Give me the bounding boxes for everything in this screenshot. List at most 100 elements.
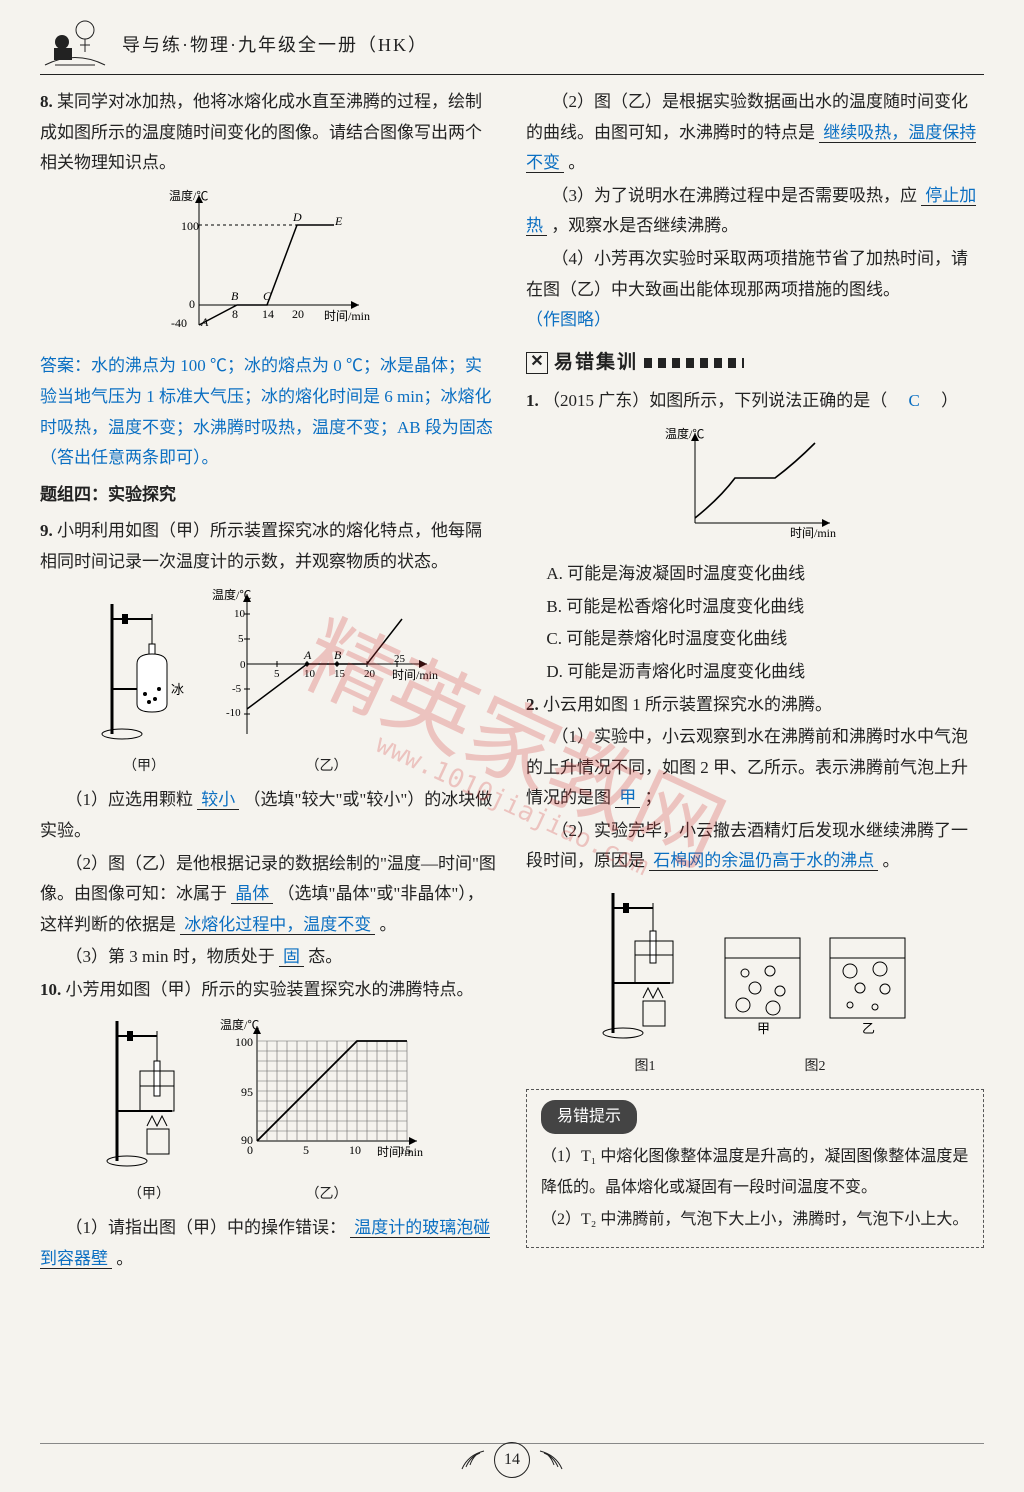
q9-p2c: 。 <box>380 915 397 934</box>
svg-text:5: 5 <box>238 633 244 645</box>
e2-fig1-label: 图1 <box>595 1054 695 1079</box>
e2-p2: （2）实验完毕，小云撤去酒精灯后发现水继续沸腾了一段时间，原因是 石棉网的余温仍… <box>526 816 984 877</box>
e2-p1: （1）实验中，小云观察到水在沸腾前和沸腾时水中气泡的上升情况不同，如图 2 甲、… <box>526 722 984 814</box>
logo-icon <box>40 20 110 70</box>
q10-stem: 10. 小芳用如图（甲）所示的实验装置探究水的沸腾特点。 <box>40 975 498 1006</box>
svg-text:100: 100 <box>235 1035 253 1049</box>
svg-text:0: 0 <box>189 297 195 311</box>
svg-text:时间/min: 时间/min <box>790 526 836 540</box>
q10-chart-label: （乙） <box>217 1182 437 1207</box>
ycjx-title: 易错集训 <box>554 346 638 380</box>
svg-text:A: A <box>303 648 312 662</box>
laurel-right-icon <box>538 1449 566 1471</box>
svg-text:20: 20 <box>292 307 304 321</box>
q8-text: 某同学对冰加热，他将冰熔化成水直至沸腾的过程，绘制成如图所示的温度随时间变化的图… <box>40 92 482 172</box>
e1-stem: 1. （2015 广东）如图所示，下列说法正确的是（ C ） <box>526 386 984 417</box>
svg-text:25: 25 <box>394 653 406 665</box>
svg-text:10: 10 <box>304 668 316 680</box>
svg-text:B: B <box>231 289 239 303</box>
page-number: 14 <box>458 1442 566 1478</box>
svg-text:A: A <box>200 315 209 329</box>
q9-p3: （3）第 3 min 时，物质处于 固 态。 <box>40 942 498 973</box>
q10-p2: （2）图（乙）是根据实验数据画出水的温度随时间变化的曲线。由图可知，水沸腾时的特… <box>526 87 984 179</box>
svg-text:10: 10 <box>234 608 246 620</box>
tips-box: 易错提示 （1）T₁ 中熔化图像整体温度是升高的，凝固图像整体温度是降低的。晶体… <box>526 1089 984 1249</box>
q9-chart: 温度/℃ 时间/min 10 5 0 -5 -10 5 10 15 20 25 <box>212 584 442 744</box>
e2-stem: 2. 小云用如图 1 所示装置探究水的沸腾。 <box>526 690 984 721</box>
e2-p1b: ； <box>645 788 662 807</box>
e1-optD: D. 可能是沥青熔化时温度变化曲线 <box>546 657 984 688</box>
q10-p3b: ，观察水是否继续沸腾。 <box>551 216 738 235</box>
error-training-header: ✕ 易错集训 <box>526 346 984 380</box>
q10-p4t: （4）小芳再次实验时采取两项措施节省了加热时间，请在图（乙）中大致画出能体现那两… <box>526 249 968 299</box>
q10-chart: 温度/℃ 时间/min 100 95 90 0 5 10 15 <box>217 1011 437 1171</box>
q10-p4-note: （作图略） <box>526 310 611 329</box>
q8-num: 8. <box>40 92 53 111</box>
q8-stem: 8. 某同学对冰加热，他将冰熔化成水直至沸腾的过程，绘制成如图所示的温度随时间变… <box>40 87 498 179</box>
e1-optA: A. 可能是海波凝固时温度变化曲线 <box>546 559 984 590</box>
q8-answer-text: 水的沸点为 100 ℃；冰的熔点为 0 ℃；冰是晶体；实验当地气压为 1 标准大… <box>40 356 493 467</box>
q10-p1: （1）请指出图（甲）中的操作错误： 温度计的玻璃泡碰到容器壁 。 <box>40 1213 498 1274</box>
svg-text:时间/min: 时间/min <box>324 309 370 323</box>
e1-optB: B. 可能是松香熔化时温度变化曲线 <box>546 592 984 623</box>
header-title: 导与练·物理·九年级全一册（HK） <box>122 29 428 61</box>
q9-p1-blank: 较小 <box>197 790 239 810</box>
svg-text:15: 15 <box>334 668 346 680</box>
svg-text:甲: 甲 <box>757 1021 770 1036</box>
e2-text: 小云用如图 1 所示装置探究水的沸腾。 <box>543 695 832 714</box>
q9-p1a: （1）应选用颗粒 <box>66 790 198 809</box>
q9-apparatus-icon: 冰 <box>97 594 192 744</box>
svg-text:10: 10 <box>349 1143 361 1157</box>
q9-apparatus-label: （甲） <box>97 754 192 779</box>
svg-text:14: 14 <box>262 307 274 321</box>
q9-p2-blank: 晶体 <box>231 884 273 904</box>
svg-text:0: 0 <box>240 659 246 671</box>
e2-p1a: （1）实验中，小云观察到水在沸腾前和沸腾时水中气泡的上升情况不同，如图 2 甲、… <box>526 727 968 807</box>
tips-l1: （1）T₁ 中熔化图像整体温度是升高的，凝固图像整体温度是降低的。晶体熔化或凝固… <box>541 1142 969 1203</box>
svg-text:B: B <box>334 648 342 662</box>
q9-p2: （2）图（乙）是他根据记录的数据绘制的"温度—时间"图像。由图像可知：冰属于 晶… <box>40 849 498 941</box>
e1-chart: 温度/℃ 时间/min <box>526 423 984 554</box>
laurel-left-icon <box>458 1449 486 1471</box>
svg-text:乙: 乙 <box>862 1021 875 1036</box>
svg-text:0: 0 <box>247 1143 253 1157</box>
e2-p2b: 。 <box>883 851 900 870</box>
q9-text: 小明利用如图（甲）所示装置探究冰的熔化特点，他每隔相同时间记录一次温度计的示数，… <box>40 521 482 571</box>
q9-num: 9. <box>40 521 53 540</box>
q10-p1b: 。 <box>116 1249 133 1268</box>
svg-text:E: E <box>334 214 343 228</box>
q10-p1a: （1）请指出图（甲）中的操作错误： <box>66 1218 347 1237</box>
q8-answer: 答案：水的沸点为 100 ℃；冰的熔点为 0 ℃；冰是晶体；实验当地气压为 1 … <box>40 351 498 473</box>
page-number-value: 14 <box>494 1442 530 1478</box>
svg-text:温度/℃: 温度/℃ <box>220 1017 259 1032</box>
q10-p3: （3）为了说明水在沸腾过程中是否需要吸热，应 停止加热 ，观察水是否继续沸腾。 <box>526 181 984 242</box>
svg-text:温度/℃: 温度/℃ <box>212 587 251 602</box>
q8-chart: 温度/℃ 时间/min 100 0 -40 8 14 20 A B C D E <box>40 185 498 346</box>
q9-p1: （1）应选用颗粒 较小 （选填"较大"或"较小"）的冰块做实验。 <box>40 785 498 846</box>
q9-p3b: 态。 <box>308 947 342 966</box>
tips-l2: （2）T₂ 中沸腾前，气泡下大上小，沸腾时，气泡下小上大。 <box>541 1205 969 1235</box>
tips-badge: 易错提示 <box>541 1100 637 1134</box>
e1-optC: C. 可能是萘熔化时温度变化曲线 <box>546 624 984 655</box>
svg-text:温度/℃: 温度/℃ <box>169 188 208 203</box>
q9-p3-blank: 固 <box>279 947 304 967</box>
e1-num: 1. <box>526 391 539 410</box>
svg-text:C: C <box>263 289 272 303</box>
left-column: 8. 某同学对冰加热，他将冰熔化成水直至沸腾的过程，绘制成如图所示的温度随时间变… <box>40 85 498 1276</box>
q10-text: 小芳用如图（甲）所示的实验装置探究水的沸腾特点。 <box>66 980 474 999</box>
e2-fig2-label: 图2 <box>715 1054 915 1079</box>
q9-figures: 冰 （甲） 温度/℃ 时间/min 10 5 0 -5 -10 <box>40 584 498 780</box>
e2-p1-blank: 甲 <box>615 788 640 808</box>
svg-text:95: 95 <box>241 1085 253 1099</box>
svg-text:8: 8 <box>232 307 238 321</box>
group4-title: 题组四：实验探究 <box>40 480 498 511</box>
q10-num: 10. <box>40 980 61 999</box>
q9-stem: 9. 小明利用如图（甲）所示装置探究冰的熔化特点，他每隔相同时间记录一次温度计的… <box>40 516 498 577</box>
e1-answer: C <box>909 391 920 410</box>
svg-text:5: 5 <box>303 1143 309 1157</box>
page-header: 导与练·物理·九年级全一册（HK） <box>40 20 984 75</box>
q10-p4: （4）小芳再次实验时采取两项措施节省了加热时间，请在图（乙）中大致画出能体现那两… <box>526 244 984 336</box>
q9-p3a: （3）第 3 min 时，物质处于 <box>66 947 279 966</box>
e2-fig2-icon: 甲 乙 <box>715 923 915 1043</box>
e2-p2-blank: 石棉网的余温仍高于水的沸点 <box>649 851 878 871</box>
